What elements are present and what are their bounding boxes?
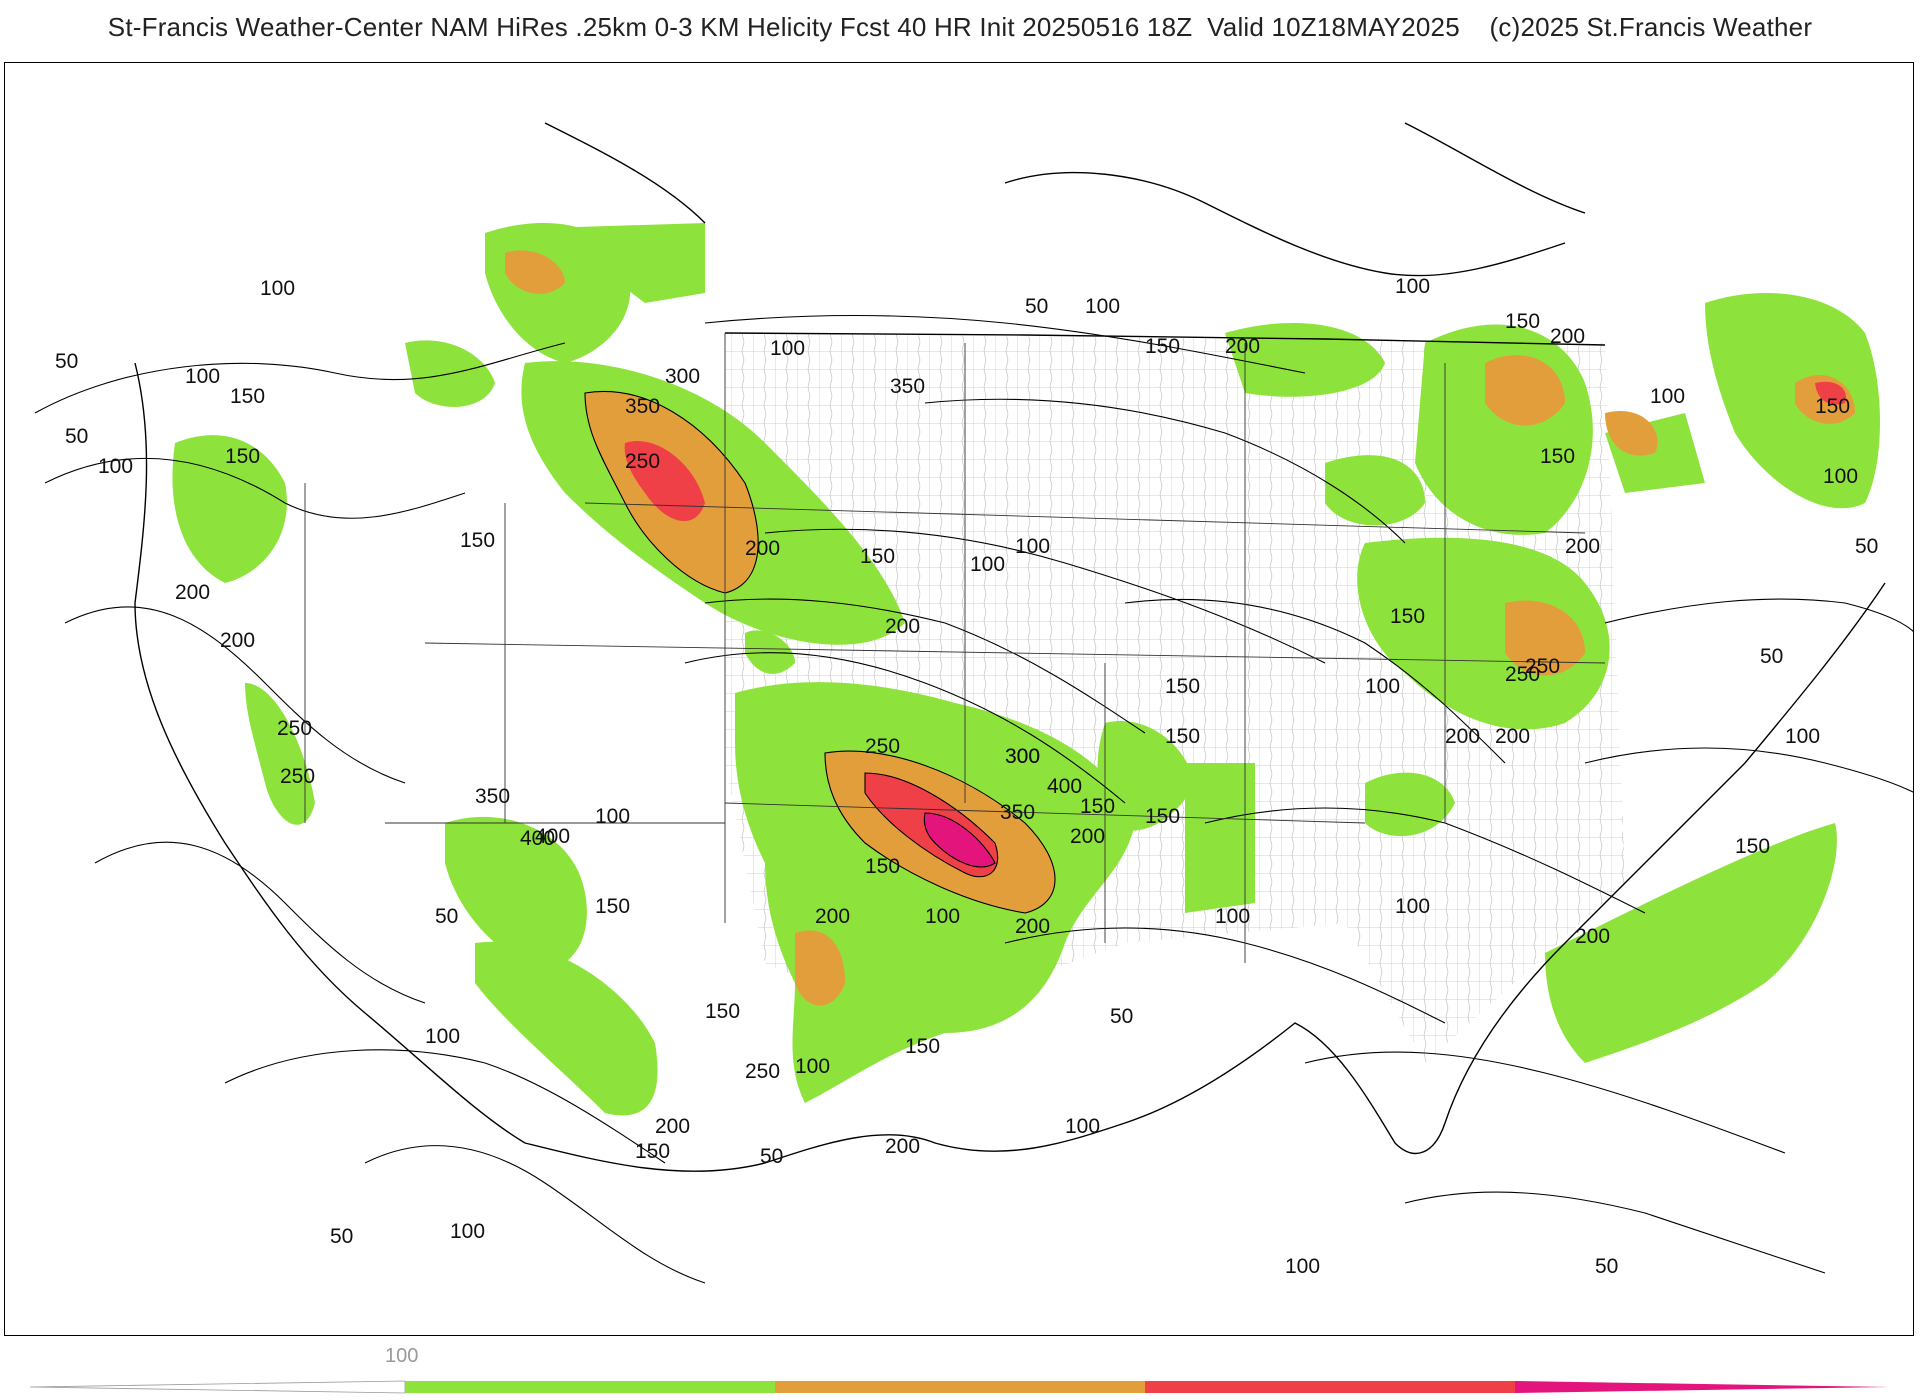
contour-label: 150	[1080, 795, 1115, 818]
contour-label: 50	[1855, 535, 1878, 558]
contour-label: 150	[1145, 335, 1180, 358]
contour-label: 150	[1390, 605, 1425, 628]
contour-label: 250	[865, 735, 900, 758]
contour-label: 150	[860, 545, 895, 568]
contour-label: 250	[625, 450, 660, 473]
contour-label: 100	[1085, 295, 1120, 318]
helicity-400-fill	[924, 813, 995, 867]
contour-label: 150	[705, 1000, 740, 1023]
contour-label: 100	[595, 805, 630, 828]
contour-label: 50	[760, 1145, 783, 1168]
contour-label: 350	[625, 395, 660, 418]
contour-label: 150	[1165, 725, 1200, 748]
contour-label: 100	[98, 455, 133, 478]
contour-label: 100	[925, 905, 960, 928]
contour-label: 50	[55, 350, 78, 373]
coastlines-borders	[134, 122, 1886, 1172]
contour-label: 200	[1565, 535, 1600, 558]
contour-label: 150	[460, 529, 495, 552]
contour-label: 200	[175, 581, 210, 604]
contour-label: 250	[1525, 655, 1560, 678]
contour-label: 50	[435, 905, 458, 928]
contour-label: 150	[225, 445, 260, 468]
contour-label: 100	[770, 337, 805, 360]
contour-label: 200	[220, 629, 255, 652]
contour-label: 250	[1505, 663, 1540, 686]
contour-label: 150	[905, 1035, 940, 1058]
contour-label: 150	[1540, 445, 1575, 468]
contour-label: 100	[795, 1055, 830, 1078]
contour-label: 250	[745, 1060, 780, 1083]
contour-label: 200	[1225, 335, 1260, 358]
contour-label: 250	[277, 717, 312, 740]
contour-label: 400	[535, 825, 570, 848]
map-title: St-Francis Weather-Center NAM HiRes .25k…	[107, 12, 1813, 42]
contour-label: 200	[655, 1115, 690, 1138]
contour-label: 100	[260, 277, 295, 300]
contour-label: 200	[885, 615, 920, 638]
contour-label: 400	[1047, 775, 1082, 798]
contour-label: 50	[1025, 295, 1048, 318]
contour-label: 100	[1365, 675, 1400, 698]
colorbar-bin-3	[1145, 1381, 1515, 1393]
contour-label: 150	[1815, 395, 1850, 418]
contour-label: 100	[450, 1220, 485, 1243]
contour-label: 150	[635, 1140, 670, 1163]
contour-label: 350	[475, 785, 510, 808]
contour-label: 100	[970, 553, 1005, 576]
contour-label: 150	[1505, 310, 1540, 333]
contour-label: 100	[1015, 535, 1050, 558]
contour-label: 200	[745, 537, 780, 560]
contour-label: 50	[1595, 1255, 1618, 1278]
contour-label: 150	[230, 385, 265, 408]
colorbar-bin-4	[1515, 1381, 1890, 1393]
contour-label: 200	[1550, 325, 1585, 348]
contour-label: 200	[1445, 725, 1480, 748]
contour-label: 100	[1823, 465, 1858, 488]
contour-label: 100	[185, 365, 220, 388]
contour-label: 200	[885, 1135, 920, 1158]
state-borders	[304, 333, 1606, 963]
contour-label: 200	[1575, 925, 1610, 948]
colorbar-bin-1	[405, 1381, 775, 1393]
contour-label: 300	[1005, 745, 1040, 768]
contour-label: 200	[1070, 825, 1105, 848]
contour-label: 200	[1015, 915, 1050, 938]
contour-label: 50	[1110, 1005, 1133, 1028]
contour-label: 100	[1395, 895, 1430, 918]
contour-label: 100	[1215, 905, 1250, 928]
contour-label: 100	[1285, 1255, 1320, 1278]
contour-label: 400	[520, 827, 555, 850]
contour-label: 300	[665, 365, 700, 388]
contour-label: 150	[595, 895, 630, 918]
colorbar: 100	[29, 1345, 1890, 1394]
contour-label: 50	[1760, 645, 1783, 668]
contour-label: 200	[1495, 725, 1530, 748]
contour-label: 50	[330, 1225, 353, 1248]
contour-label: 300	[1005, 745, 1040, 768]
contour-label-group: 50 100 150 200 250 300 350 400 100 150 2…	[55, 275, 1878, 1278]
contour-label: 150	[865, 855, 900, 878]
contour-label: 100	[1785, 725, 1820, 748]
colorbar-bin-2	[775, 1381, 1145, 1393]
contour-label: 200	[815, 905, 850, 928]
helicity-map: 50 100 150 200 250 300 350 400 100 150 2…	[34, 122, 1913, 1284]
contour-label: 100	[1395, 275, 1430, 298]
contour-label: 150	[1735, 835, 1770, 858]
contour-label: 150	[1165, 675, 1200, 698]
contour-label: 100	[1650, 385, 1685, 408]
contour-label: 50	[65, 425, 88, 448]
contour-label: 350	[890, 375, 925, 398]
contour-label: 250	[280, 765, 315, 788]
contour-label: 100	[425, 1025, 460, 1048]
map-frame: 50 100 150 200 250 300 350 400 100 150 2…	[4, 62, 1914, 1336]
contour-label: 100	[1065, 1115, 1100, 1138]
colorbar-label: 100	[385, 1345, 418, 1367]
contour-label: 350	[1000, 801, 1035, 824]
colorbar-bin-0	[29, 1380, 406, 1394]
contour-label: 150	[1145, 805, 1180, 828]
